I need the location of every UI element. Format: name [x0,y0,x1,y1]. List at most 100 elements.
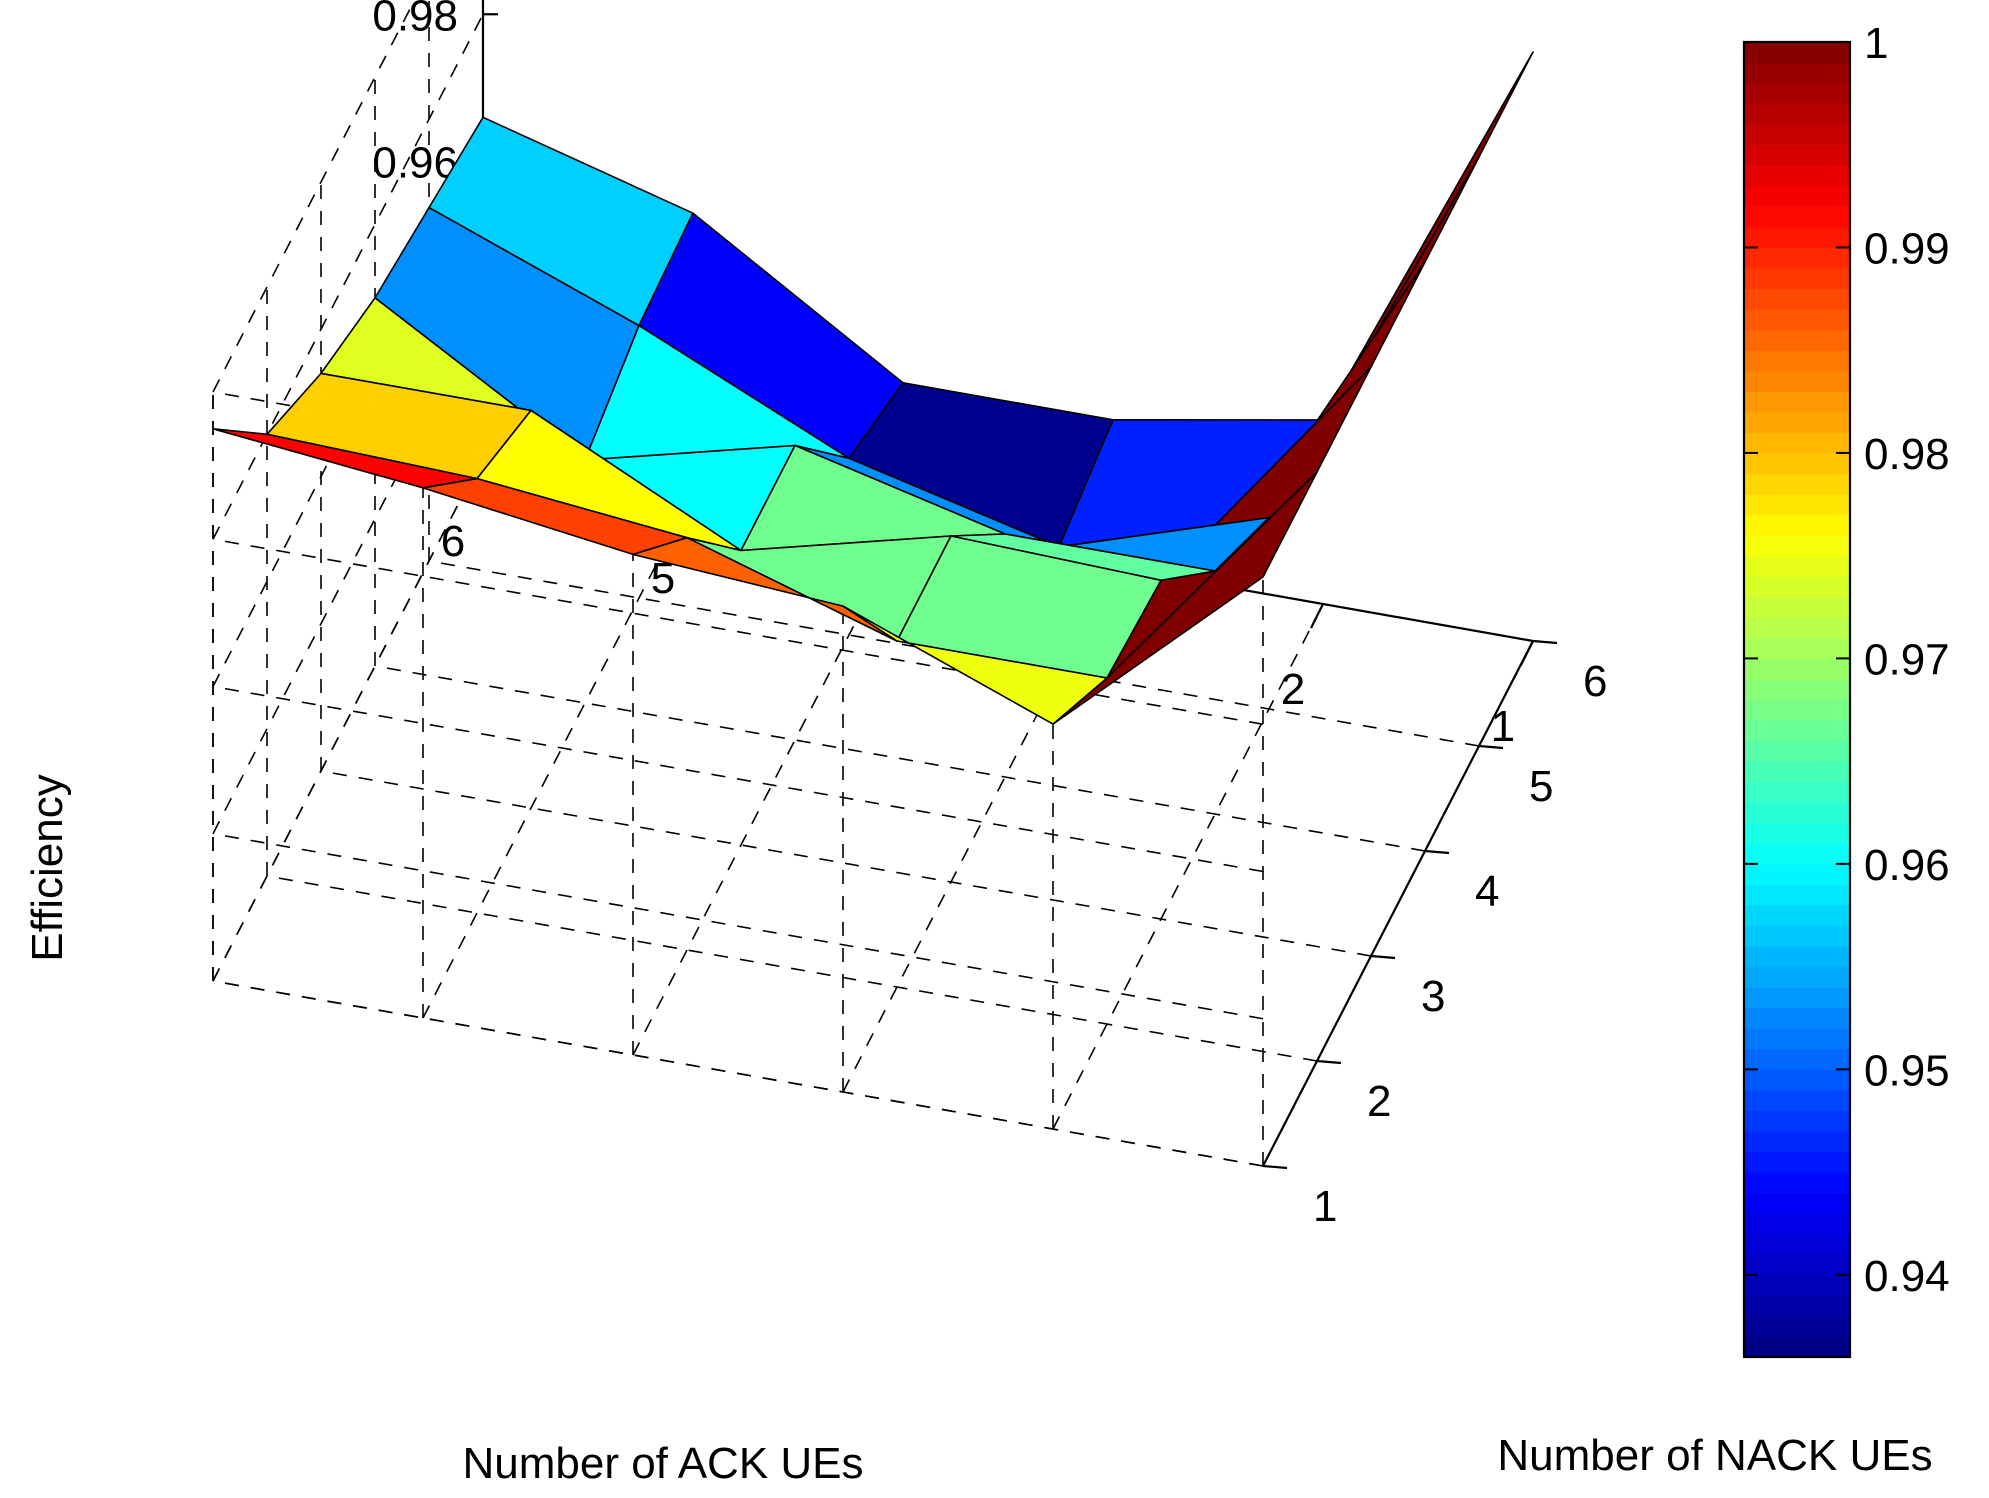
x-tick-label: 6 [441,517,465,566]
colorbar-tick-label: 0.98 [1864,430,1950,479]
floor-grid-line-ack [422,492,694,1019]
colorbar-band [1744,1089,1850,1112]
colorbar-band [1744,1151,1850,1173]
y-tick-label: 5 [1529,762,1553,811]
colorbar-band [1744,576,1850,598]
colorbar-band [1744,432,1850,454]
colorbar-band [1744,288,1850,310]
side-wall-horizontal-grid [212,455,484,982]
z-axis-label: Efficiency [23,774,72,962]
colorbar-tick-label: 0.94 [1864,1252,1950,1301]
colorbar-band [1744,1315,1850,1338]
y-tick [1424,849,1450,855]
colorbar-band [1744,637,1850,660]
colorbar-band [1744,1254,1850,1276]
colorbar-band [1744,740,1850,762]
colorbar-band [1744,1069,1850,1091]
colorbar: 0.94 0.95 0.96 0.97 0.98 0.99 1 [1742,19,1950,1359]
side-wall-horizontal-grid [212,13,484,540]
colorbar-band [1744,370,1850,392]
colorbar-band [1744,802,1850,824]
y-tick-label: 1 [1313,1182,1337,1231]
colorbar-band [1744,42,1850,64]
colorbar-band [1744,781,1850,803]
colorbar-band [1744,843,1850,865]
colorbar-band [1744,1028,1850,1050]
colorbar-band [1744,83,1850,105]
colorbar-frame [1742,40,1852,1359]
colorbar-band [1744,165,1850,187]
colorbar-tick-label: 0.97 [1864,635,1950,684]
y-tick-label: 4 [1475,867,1499,916]
colorbar-band [1744,1007,1850,1029]
colorbar-band [1744,329,1850,351]
surface-layer [212,51,1534,725]
y-tick-label: 2 [1367,1077,1391,1126]
y-axis-label: Number of NACK UEs [1497,1431,1932,1480]
floor-grid-line-nack [266,875,1318,1062]
colorbar-band [1744,1295,1850,1317]
colorbar-band [1744,1336,1850,1358]
colorbar-band [1744,1274,1850,1296]
colorbar-band [1744,452,1850,475]
side-wall-horizontal-grid [212,308,484,835]
y-axis-line [1262,640,1534,1167]
colorbar-band [1744,62,1850,84]
y-tick [1316,1059,1342,1065]
x-tick-label: 1 [1491,702,1515,751]
floor-grid-line-ack [842,566,1114,1093]
colorbar-band [1744,1172,1850,1194]
colorbar-tick-label: 1 [1864,19,1888,68]
colorbar-band [1744,226,1850,249]
colorbar-band [1744,904,1850,927]
colorbar-band [1744,555,1850,577]
colorbar-band [1744,144,1850,166]
colorbar-band [1744,309,1850,331]
colorbar-band [1744,822,1850,844]
colorbar-band [1744,946,1850,968]
colorbar-band [1744,411,1850,433]
floor-grid-line-ack [632,529,904,1056]
floor-grid-line-ack [1052,603,1324,1130]
colorbar-band [1744,884,1850,906]
x-axis-label: Number of ACK UEs [462,1439,863,1488]
floor-grid-line-nack [374,665,1426,852]
colorbar-tick-label: 0.99 [1864,224,1950,273]
back-wall-horizontal-grid [212,832,1264,1020]
floor-grid-line-nack [320,770,1372,957]
x-tick-label: 2 [1281,665,1305,714]
y-tick [1370,954,1396,960]
colorbar-band [1744,535,1850,557]
colorbar-band [1744,1233,1850,1255]
colorbar-band [1744,678,1850,701]
z-tick-label: 0.98 [372,0,458,40]
colorbar-band [1744,247,1850,269]
back-wall-horizontal-grid [212,685,1264,873]
colorbar-band [1744,514,1850,536]
colorbar-band [1744,391,1850,413]
x-tick [1520,640,1534,666]
colorbar-band [1744,925,1850,947]
colorbar-band [1744,103,1850,125]
y-tick [1262,1164,1288,1170]
y-tick [1478,744,1504,750]
colorbar-band [1744,617,1850,639]
colorbar-band [1744,473,1850,495]
side-wall-horizontal-grid [212,0,416,393]
colorbar-band [1744,596,1850,618]
x-tick [1310,603,1324,629]
z-tick-label: 0.96 [372,139,458,188]
y-tick-label: 3 [1421,972,1445,1021]
colorbar-tick-label: 0.96 [1864,841,1950,890]
colorbar-band [1744,206,1850,228]
colorbar-band [1744,1048,1850,1070]
surface-patch [842,605,1108,725]
colorbar-band [1744,1110,1850,1132]
back-wall-horizontal-grid [212,980,1264,1167]
colorbar-band [1744,494,1850,516]
colorbar-band [1744,966,1850,988]
colorbar-band [1744,185,1850,207]
colorbar-band [1744,1192,1850,1214]
colorbar-band [1744,761,1850,783]
labels-layer: Efficiency Number of ACK UEs Number of N… [23,774,1933,1488]
